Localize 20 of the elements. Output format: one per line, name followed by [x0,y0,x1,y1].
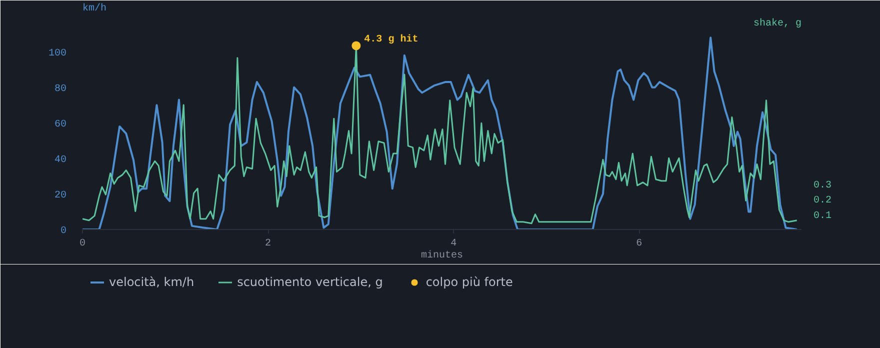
y-axis-title: km/h [82,2,107,14]
y-tick-label: 80 [54,84,67,95]
x-tick-label: 6 [636,238,642,250]
x-axis-title: minutes [420,250,464,262]
legend-label: velocità, km/h [109,275,194,289]
legend-label: colpo più forte [426,275,513,289]
y2-tick-label: 0.3 [814,180,832,192]
y2-tick-label: 0.2 [814,196,832,207]
annotation: 4.3 g hit [364,34,418,46]
y-tick-label: 0 [60,226,67,237]
y2-axis-title: shake, g [753,18,802,30]
x-tick-label: 4 [450,238,457,250]
y-tick-label: 40 [54,154,67,166]
y-tick-label: 60 [54,119,67,130]
y2-tick-label: 0.1 [814,210,832,222]
y-tick-label: 20 [54,190,67,202]
x-tick-label: 0 [80,238,86,250]
y-tick-label: 100 [48,48,67,60]
legend-label: scuotimento verticale, g [237,275,383,289]
x-tick-label: 2 [265,238,272,250]
